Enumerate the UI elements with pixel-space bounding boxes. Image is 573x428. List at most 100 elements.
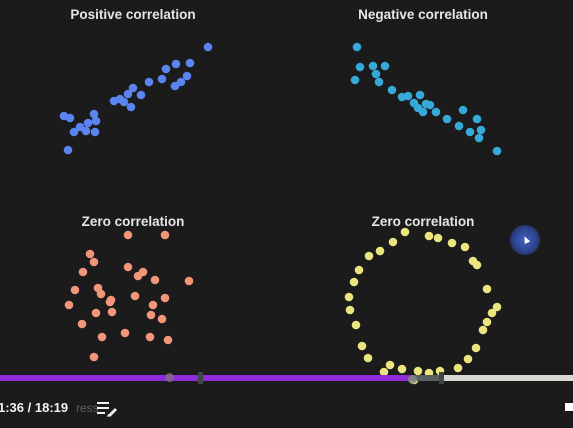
zero-right-dot [379, 367, 389, 377]
positive-dot [171, 59, 181, 69]
buffer-segment [410, 375, 443, 381]
positive-dot [157, 74, 167, 84]
zero-right-dot [413, 366, 423, 376]
zero-left-dot [64, 300, 74, 310]
positive-dot [81, 126, 91, 136]
zero-right-dot [487, 308, 497, 318]
positive-correlation-title: Positive correlation [70, 7, 196, 22]
zero-right-dot [482, 317, 492, 327]
zero-right-dot [349, 277, 359, 287]
zero-right-dot [351, 320, 361, 330]
time-display: 1:36 / 18:19 [0, 400, 69, 415]
chapters-button[interactable] [96, 399, 118, 417]
negative-dot [418, 107, 428, 117]
chapter-marker[interactable] [198, 372, 203, 384]
zero-right-dot [354, 265, 364, 275]
zero-left-dot [107, 307, 117, 317]
zero-left-dot [96, 289, 106, 299]
negative-dot [474, 133, 484, 143]
zero-left-dot [77, 319, 87, 329]
zero-left-dot [160, 293, 170, 303]
positive-dot [182, 71, 192, 81]
zero-left-dot [89, 257, 99, 267]
negative-dot [387, 85, 397, 95]
negative-dot [458, 105, 468, 115]
negative-dot [415, 90, 425, 100]
zero-right-dot [453, 363, 463, 373]
negative-dot [465, 127, 475, 137]
chapters-icon [97, 402, 117, 417]
zero-left-dot [157, 314, 167, 324]
zero-right-dot [472, 260, 482, 270]
scrub-handle[interactable] [408, 375, 417, 384]
negative-dot [454, 121, 464, 131]
zero-right-dot [345, 305, 355, 315]
zero-right-dot [357, 341, 367, 351]
zero-right-dot [478, 325, 488, 335]
positive-dot [123, 89, 133, 99]
negative-dot [352, 42, 362, 52]
positive-dot [91, 116, 101, 126]
negative-dot [476, 125, 486, 135]
zero-left-dot [146, 310, 156, 320]
zero-left-dot [184, 276, 194, 286]
fullscreen-button[interactable] [565, 403, 573, 411]
zero-left-dot [123, 262, 133, 272]
positive-dot [90, 127, 100, 137]
zero-right-dot [460, 242, 470, 252]
zero-left-dot [130, 291, 140, 301]
positive-dot [185, 58, 195, 68]
positive-dot [170, 81, 180, 91]
chapter-marker[interactable] [439, 372, 444, 384]
positive-dot [89, 109, 99, 119]
zero-right-dot [492, 302, 502, 312]
negative-dot [371, 69, 381, 79]
negative-dot [425, 100, 435, 110]
watermark-text: ress [76, 401, 99, 415]
negative-dot [403, 91, 413, 101]
zero-right-dot [463, 354, 473, 364]
zero-right-dot [397, 364, 407, 374]
zero-correlation-title-right: Zero correlation [371, 214, 475, 229]
positive-dot [109, 96, 119, 106]
zero-left-dot [148, 300, 158, 310]
zero-correlation-title-left: Zero correlation [81, 214, 185, 229]
negative-dot [492, 146, 502, 156]
negative-dot [442, 114, 452, 124]
positive-dot [136, 90, 146, 100]
negative-correlation-title: Negative correlation [358, 7, 488, 22]
positive-dot [119, 97, 129, 107]
zero-left-dot [89, 352, 99, 362]
progress-bar[interactable] [0, 372, 573, 384]
zero-left-dot [120, 328, 130, 338]
cursor-highlight [510, 225, 540, 255]
zero-left-dot [123, 230, 133, 240]
zero-left-dot [85, 249, 95, 259]
zero-left-dot [150, 275, 160, 285]
zero-left-dot [163, 335, 173, 345]
zero-left-dot [105, 297, 115, 307]
negative-dot [380, 61, 390, 71]
negative-dot [368, 61, 378, 71]
negative-dot [350, 75, 360, 85]
positive-dot [144, 77, 154, 87]
zero-left-dot [78, 267, 88, 277]
zero-right-dot [364, 251, 374, 261]
scrub-preview-handle[interactable] [165, 373, 174, 382]
positive-dot [128, 83, 138, 93]
negative-dot [472, 114, 482, 124]
positive-dot [63, 145, 73, 155]
positive-dot [69, 127, 79, 137]
zero-right-dot [482, 284, 492, 294]
positive-dot [83, 118, 93, 128]
zero-left-dot [160, 230, 170, 240]
zero-right-dot [400, 227, 410, 237]
zero-right-dot [471, 343, 481, 353]
negative-dot [355, 62, 365, 72]
zero-right-dot [344, 292, 354, 302]
positive-dot [65, 113, 75, 123]
zero-left-dot [145, 332, 155, 342]
zero-left-dot [91, 308, 101, 318]
